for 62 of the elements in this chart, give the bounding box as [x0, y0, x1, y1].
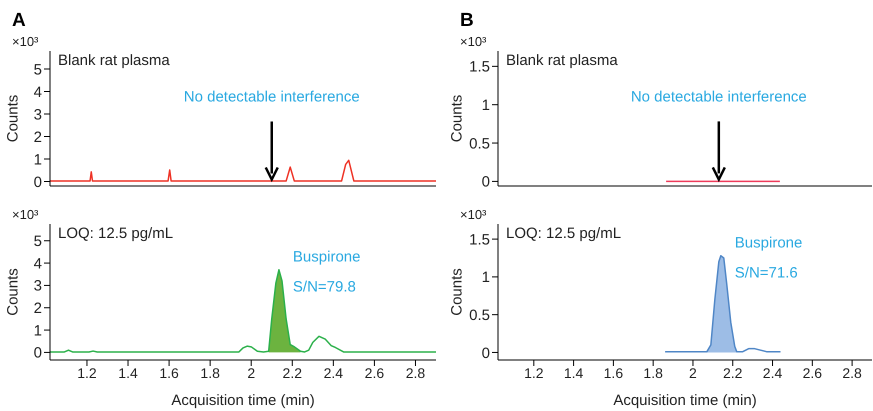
y-tick-label: 2 [34, 128, 42, 146]
x-tick-label: 2 [689, 364, 698, 381]
annotation: LOQ: 12.5 pg/mL [58, 225, 174, 242]
y-tick-label: 1 [34, 151, 42, 168]
y-tick-label: 1 [482, 269, 490, 286]
x-tick-label: 1.2 [524, 364, 544, 381]
x-tick-label: 2.6 [802, 364, 822, 381]
y-tick-label: 3 [34, 106, 42, 124]
x-tick-label: 1.4 [118, 364, 138, 381]
y-tick-label: 0.5 [469, 306, 490, 324]
x-axis-title: Acquisition time (min) [613, 392, 757, 409]
x-tick-label: 1.8 [643, 364, 664, 381]
y-tick-label: 1 [34, 322, 42, 340]
y-axis-title: Counts [4, 268, 22, 316]
annotation: S/N=71.6 [734, 264, 798, 282]
annotation: Buspirone [292, 248, 360, 266]
y-tick-label: 0.5 [469, 135, 490, 152]
x-tick-label: 2.8 [842, 364, 862, 381]
y-tick-label: 1 [482, 97, 490, 114]
y-tick-label: 0 [482, 344, 490, 362]
x-tick-label: 1.4 [564, 364, 584, 381]
x-axis-title: Acquisition time (min) [171, 392, 315, 409]
y-tick-label: 2 [34, 300, 42, 318]
chart-title: B [460, 10, 474, 31]
annotation: Buspirone [734, 234, 802, 252]
y-tick-label: 0 [34, 174, 42, 191]
y-axis-title: Counts [448, 268, 466, 316]
x-tick-label: 2.4 [762, 364, 782, 381]
x-tick-label: 2.6 [364, 364, 384, 381]
annotation: Blank rat plasma [58, 52, 170, 69]
y-tick-label: 4 [34, 255, 42, 272]
line-series [50, 160, 436, 182]
line-series [50, 269, 436, 353]
y-tick-label: 4 [34, 84, 42, 101]
y-tick-label: 0 [482, 174, 490, 191]
x-tick-label: 1.6 [159, 364, 180, 381]
text: ×10³ [12, 34, 40, 49]
x-tick-label: 2.4 [324, 364, 344, 381]
x-tick-label: 2 [247, 364, 256, 381]
y-tick-label: 3 [34, 278, 42, 295]
annotation: S/N=79.8 [292, 278, 356, 296]
chart-title: A [12, 10, 26, 31]
y-tick-label: 1.5 [469, 231, 490, 248]
y-axis-title: Counts [448, 94, 466, 142]
x-tick-label: 2.8 [406, 364, 426, 381]
y-axis-title: Counts [4, 94, 22, 142]
x-tick-label: 1.8 [200, 364, 220, 381]
y-tick-label: 0 [34, 344, 42, 362]
x-tick-label: 2.2 [282, 364, 302, 381]
y-tick-label: 5 [34, 233, 42, 250]
x-tick-label: 1.2 [77, 364, 97, 381]
text: ×10³ [12, 207, 40, 222]
text: ×10³ [460, 34, 488, 49]
y-tick-label: 5 [34, 61, 42, 78]
text: ×10³ [460, 207, 488, 222]
y-tick-label: 1.5 [469, 58, 490, 76]
annotation: LOQ: 12.5 pg/mL [506, 225, 622, 242]
annotation: Blank rat plasma [506, 52, 618, 69]
x-tick-label: 2.2 [723, 364, 743, 381]
annotation: No detectable interference [184, 88, 360, 106]
x-tick-label: 1.6 [604, 364, 624, 381]
annotation: No detectable interference [630, 88, 807, 106]
